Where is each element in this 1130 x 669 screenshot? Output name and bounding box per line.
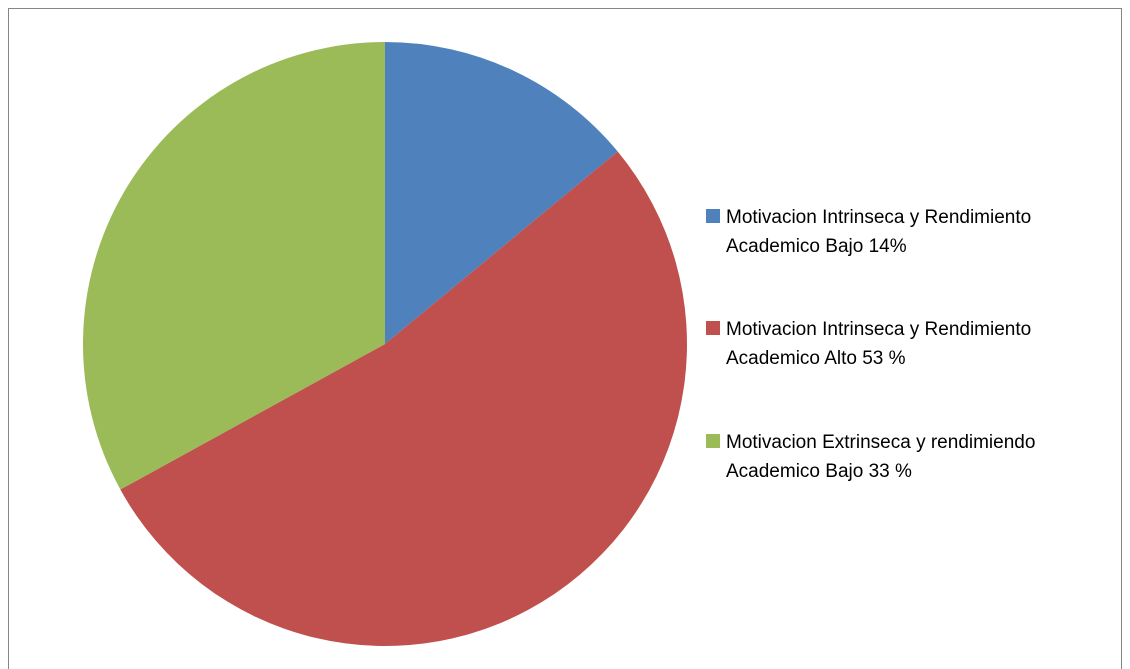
legend-item: Motivacion Intrinseca y Rendimiento Acad… <box>706 203 1118 261</box>
legend-swatch <box>706 434 720 448</box>
legend-item: Motivacion Extrinseca y rendimiendo Acad… <box>706 428 1118 486</box>
pie-slice <box>83 42 386 490</box>
legend-swatch <box>706 209 720 223</box>
legend-label: Motivacion Extrinseca y rendimiendo Acad… <box>726 432 1036 482</box>
legend-item: Motivacion Intrinseca y Rendimiento Acad… <box>706 315 1118 373</box>
legend-label: Motivacion Intrinseca y Rendimiento Acad… <box>726 319 1032 369</box>
legend-swatch <box>706 321 720 335</box>
legend-label: Motivacion Intrinseca y Rendimiento Acad… <box>726 207 1032 257</box>
pie-slice <box>120 151 687 646</box>
pie-slice <box>385 42 618 344</box>
